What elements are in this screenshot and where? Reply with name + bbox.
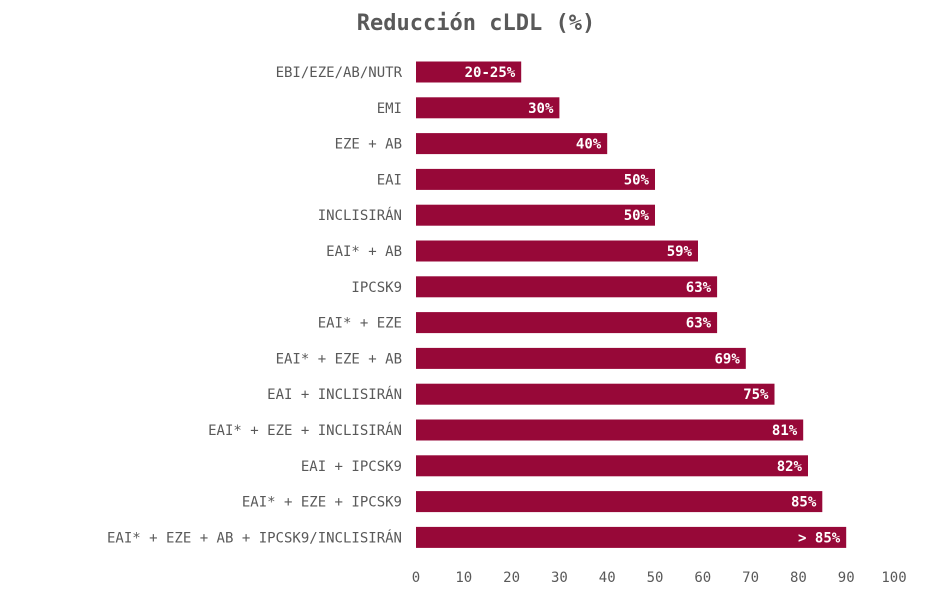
x-tick-label: 10 (455, 570, 472, 586)
bar-4 (416, 204, 655, 226)
category-label: IPCSK9 (351, 280, 402, 296)
data-label: 63% (686, 316, 712, 332)
bar-12 (416, 491, 823, 513)
data-label: 30% (528, 101, 554, 117)
bar-2 (416, 133, 608, 155)
category-label: EZE + AB (335, 137, 402, 153)
category-label: EAI + IPCSK9 (301, 459, 402, 475)
category-label: INCLISIRÁN (318, 207, 402, 224)
data-label: 75% (743, 387, 769, 403)
category-label: EAI* + AB (326, 244, 402, 260)
bar-6 (416, 276, 718, 298)
category-label: EAI* + EZE + INCLISIRÁN (208, 422, 402, 439)
category-label: EMI (377, 101, 402, 117)
x-tick-label: 90 (838, 570, 855, 586)
category-label: EAI + INCLISIRÁN (267, 386, 402, 403)
bars-group (416, 61, 847, 548)
data-labels: 20-25% 30% 40% 50% 50% 59% 63% 63% 69% 75% 81% 82% 8… (465, 65, 841, 546)
x-tick-label: 50 (647, 570, 664, 586)
x-tick-label: 20 (503, 570, 520, 586)
bar-13 (416, 526, 847, 548)
bar-0 (416, 61, 522, 83)
bar-10 (416, 419, 804, 441)
data-label: 59% (667, 244, 693, 260)
category-label: EBI/EZE/AB/NUTR (276, 65, 403, 81)
bar-9 (416, 383, 775, 405)
x-axis-ticks: 0 10 20 30 40 50 60 70 80 90 100 (412, 570, 907, 586)
x-tick-label: 30 (551, 570, 568, 586)
data-label: 50% (624, 172, 650, 188)
data-label: 40% (576, 137, 602, 153)
bar-1 (416, 97, 560, 119)
category-label: EAI (377, 172, 402, 188)
data-label: 82% (777, 459, 803, 475)
data-label: 50% (624, 208, 650, 224)
x-tick-label: 70 (742, 570, 759, 586)
data-label: 81% (772, 423, 798, 439)
category-label: EAI* + EZE + IPCSK9 (242, 495, 402, 511)
data-label: 69% (715, 351, 741, 367)
category-label: EAI* + EZE + AB + IPCSK9/INCLISIRÁN (107, 529, 402, 546)
bar-11 (416, 455, 808, 477)
bar-7 (416, 312, 718, 334)
x-tick-label: 60 (694, 570, 711, 586)
x-tick-label: 0 (412, 570, 420, 586)
data-label: 20-25% (465, 65, 516, 81)
x-tick-label: 40 (599, 570, 616, 586)
x-tick-label: 100 (881, 570, 906, 586)
bar-5 (416, 240, 698, 262)
data-label: > 85% (798, 530, 841, 546)
data-label: 63% (686, 280, 712, 296)
data-label: 85% (791, 495, 817, 511)
bar-3 (416, 168, 655, 190)
category-label: EAI* + EZE + AB (276, 351, 402, 367)
chart-title: Reducción cLDL (%) (357, 11, 595, 36)
category-labels: EBI/EZE/AB/NUTR EMI EZE + AB EAI INCLISIRÁN E… (107, 65, 403, 546)
category-label: EAI* + EZE (318, 316, 402, 332)
x-tick-label: 80 (790, 570, 807, 586)
bar-8 (416, 347, 746, 369)
